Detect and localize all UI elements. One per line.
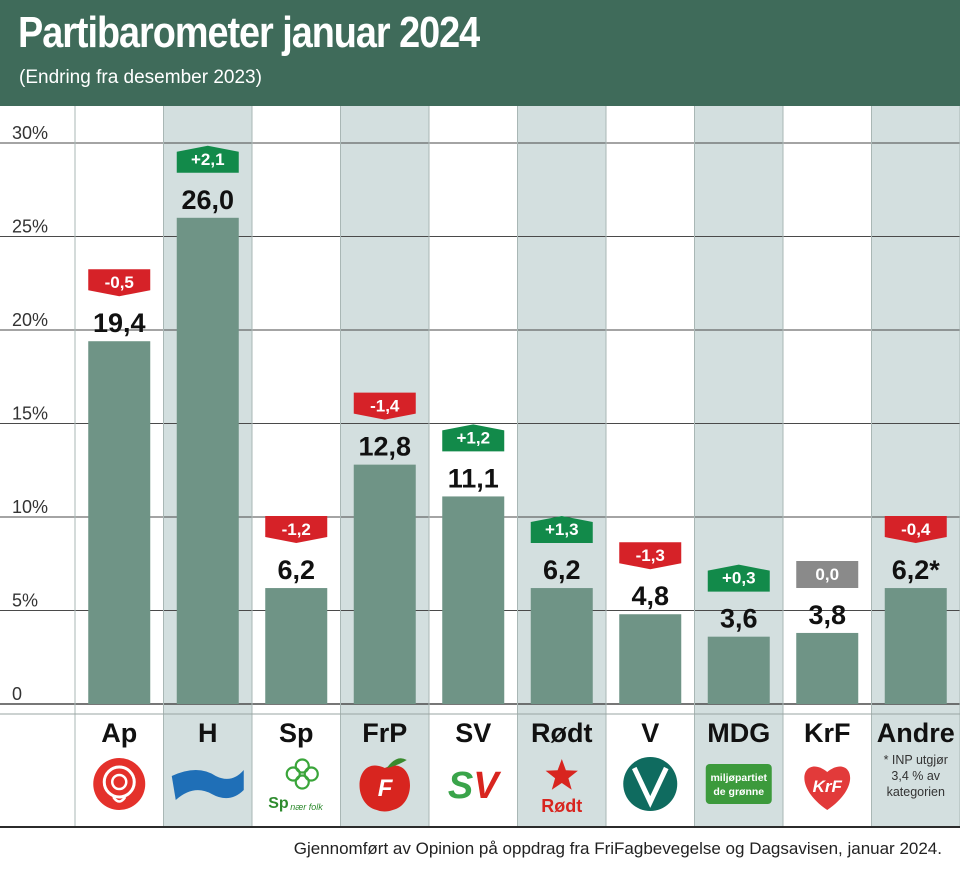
bar-V	[619, 614, 681, 704]
change-label: +1,2	[456, 428, 490, 447]
change-label: +1,3	[545, 520, 579, 539]
bar-KrF	[796, 633, 858, 704]
value-label: 3,8	[808, 600, 846, 630]
value-label: 26,0	[181, 185, 234, 215]
bar-MDG	[708, 637, 770, 704]
y-tick-label: 20%	[12, 310, 48, 330]
chart-title: Partibarometer januar 2024	[18, 8, 479, 58]
value-label: 6,2	[543, 555, 581, 585]
change-label: -1,2	[282, 520, 311, 539]
footnote-line: * INP utgjør	[884, 753, 948, 767]
y-tick-label: 5%	[12, 591, 38, 611]
rose-logo-icon	[93, 758, 145, 810]
chart-subtitle: (Endring fra desember 2023)	[19, 67, 262, 89]
svg-text:F: F	[378, 775, 394, 802]
bar-Sp	[265, 588, 327, 704]
party-name-FrP: FrP	[362, 718, 407, 748]
party-name-V: V	[641, 718, 659, 748]
party-name-KrF: KrF	[804, 718, 851, 748]
svg-text:SV: SV	[448, 765, 501, 807]
value-label: 6,2	[277, 555, 315, 585]
value-label: 4,8	[631, 581, 669, 611]
bar-chart: 0 5% 10% 15% 20% 25% 30% 19,4 -0,5 Ap 26,0 +2,1 H 6,2…	[0, 106, 960, 826]
mdg-logo-icon: miljøpartiet de grønne	[706, 764, 772, 804]
change-label: 0,0	[815, 565, 839, 584]
y-tick-label: 25%	[12, 217, 48, 237]
party-name-Ap: Ap	[101, 718, 137, 748]
bar-Ap	[88, 341, 150, 704]
footnote-line: kategorien	[887, 785, 945, 799]
party-name-SV: SV	[455, 718, 491, 748]
svg-text:Sp: Sp	[268, 795, 289, 812]
bar-Andre	[885, 588, 947, 704]
svg-text:de grønne: de grønne	[713, 786, 764, 798]
value-label: 6,2*	[892, 555, 941, 585]
y-tick-label: 10%	[12, 497, 48, 517]
bar-SV	[442, 496, 504, 704]
footnote-line: 3,4 % av	[891, 769, 940, 783]
value-label: 3,6	[720, 604, 758, 634]
party-name-Andre: Andre	[877, 718, 955, 748]
party-name-H: H	[198, 718, 218, 748]
bar-Rødt	[531, 588, 593, 704]
y-tick-label: 15%	[12, 404, 48, 424]
change-label: -0,4	[901, 520, 931, 539]
y-tick-label: 0	[12, 684, 22, 704]
svg-text:nær folk: nær folk	[290, 802, 323, 812]
value-label: 19,4	[93, 308, 146, 338]
change-label: +2,1	[191, 150, 225, 169]
footer: Gjennomført av Opinion på oppdrag fra Fr…	[0, 826, 960, 870]
party-name-Rødt: Rødt	[531, 718, 592, 748]
svg-text:Rødt: Rødt	[541, 796, 582, 816]
value-label: 12,8	[358, 432, 411, 462]
bar-FrP	[354, 465, 416, 704]
change-label: -1,3	[636, 546, 665, 565]
change-label: -0,5	[105, 273, 134, 292]
svg-text:KrF: KrF	[813, 777, 843, 796]
source-credit: Gjennomført av Opinion på oppdrag fra Fr…	[294, 839, 942, 859]
change-label: +0,3	[722, 569, 756, 588]
heart-logo-icon: KrF	[804, 767, 850, 810]
party-name-MDG: MDG	[707, 718, 770, 748]
value-label: 11,1	[448, 463, 499, 493]
y-tick-label: 30%	[12, 123, 48, 143]
sv-logo-icon: SV	[448, 765, 501, 807]
v-circle-logo-icon	[623, 757, 677, 811]
header-banner: Partibarometer januar 2024 (Endring fra …	[0, 0, 960, 106]
bar-H	[177, 218, 239, 704]
change-label: -1,4	[370, 397, 400, 416]
party-name-Sp: Sp	[279, 718, 314, 748]
svg-text:miljøpartiet: miljøpartiet	[710, 772, 767, 784]
